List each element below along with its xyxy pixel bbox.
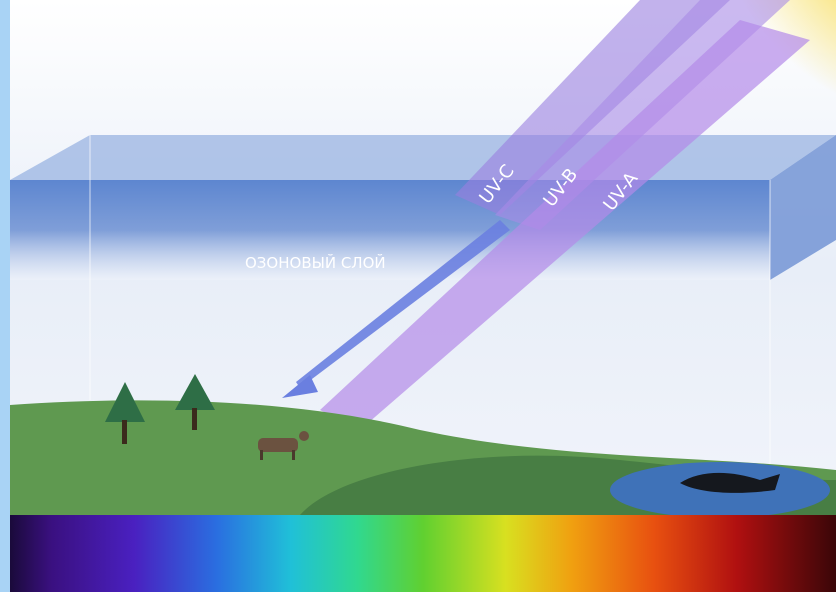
ozone-front	[10, 180, 770, 280]
uv-b-arrow	[296, 220, 510, 388]
arrow-head	[282, 375, 318, 398]
tree	[175, 374, 215, 410]
tree-trunk	[192, 408, 197, 430]
spectrum	[10, 515, 836, 592]
reindeer-leg	[260, 450, 263, 460]
reindeer-leg	[292, 450, 295, 460]
reindeer-head	[299, 431, 309, 441]
ozone-top	[10, 135, 836, 180]
uv-a-beam	[320, 20, 810, 430]
tree-trunk	[122, 420, 127, 444]
ozone-label: ОЗОНОВЫЙ СЛОЙ	[245, 253, 386, 272]
orca	[680, 472, 780, 493]
tree	[105, 382, 145, 422]
ozone-side	[770, 135, 836, 280]
reindeer	[258, 438, 298, 452]
